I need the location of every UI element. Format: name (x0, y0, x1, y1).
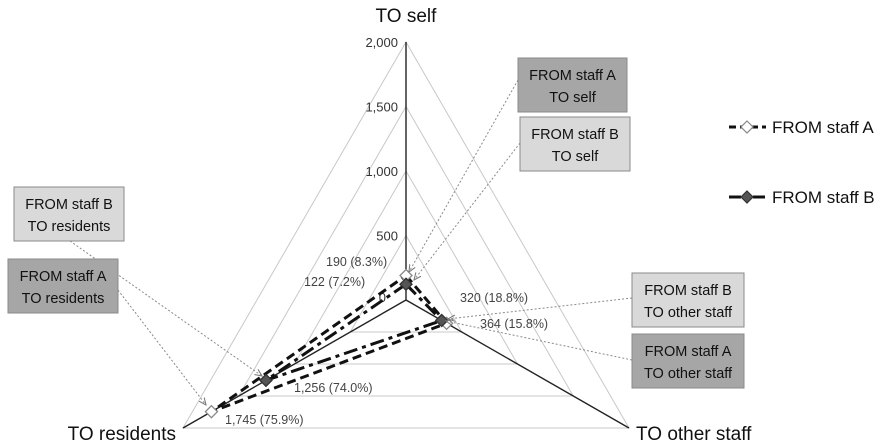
axis-title: TO other staff (636, 424, 752, 443)
series-line (265, 282, 445, 382)
grid-ring-2000 (182, 41, 630, 429)
callout-line-1: FROM staff B (531, 127, 619, 143)
callout-line-2: TO residents (22, 291, 105, 307)
axis-title: TO self (376, 6, 438, 27)
data-label: 190 (8.3%) (326, 255, 387, 269)
series-staff-b (259, 277, 449, 388)
tick-label: 2,000 (365, 35, 398, 50)
callout-box: FROM staff B TO other staff (631, 272, 745, 328)
callout-leader (409, 79, 519, 272)
data-point (204, 404, 219, 419)
legend: FROM staff A FROM staff B (729, 118, 875, 207)
data-label: 320 (18.8%) (460, 291, 528, 305)
callout-background (519, 116, 631, 172)
grid-ring-1500 (237, 105, 575, 397)
callout-line-1: FROM staff B (644, 283, 732, 299)
legend-item: FROM staff A (729, 118, 874, 137)
callout-leader-lines (69, 79, 633, 405)
callout-background (517, 57, 628, 113)
callout-line-2: TO residents (28, 219, 111, 235)
data-point (259, 373, 273, 388)
tick-label: 500 (376, 229, 398, 244)
callout-background (7, 258, 119, 314)
legend-marker (740, 120, 754, 134)
grid-ring-1000 (293, 170, 519, 365)
callout-background (631, 333, 745, 389)
data-label: 122 (7.2%) (304, 275, 365, 289)
axis-title: TO residents (68, 424, 176, 443)
legend-item: FROM staff B (729, 188, 875, 207)
callout-line-1: FROM staff B (25, 197, 113, 213)
callout-box: FROM staff A TO self (517, 57, 628, 113)
callout-line-1: FROM staff A (20, 269, 107, 285)
callout-leader (69, 240, 262, 376)
tick-label: 1,500 (365, 100, 398, 115)
callout-line-2: TO self (549, 90, 596, 106)
radial-tick-labels: 0 500 1,000 1,500 2,000 (365, 35, 398, 305)
callout-leader (414, 142, 521, 280)
legend-label: FROM staff A (772, 118, 874, 137)
callout-leader (117, 289, 206, 405)
data-point (399, 277, 413, 292)
axis-titles: TO self TO other staff TO residents (68, 6, 753, 443)
data-label: 1,745 (75.9%) (225, 413, 304, 427)
legend-label: FROM staff B (772, 188, 875, 207)
callout-box: FROM staff B TO self (519, 116, 631, 172)
callout-background (631, 272, 745, 328)
series-group (204, 268, 454, 419)
callout-line-2: TO other staff (644, 366, 733, 382)
data-point (434, 313, 449, 328)
callout-leader (448, 297, 633, 319)
callout-box: FROM staff B TO residents (13, 186, 125, 242)
tick-label: 1,000 (365, 164, 398, 179)
value-labels: 190 (8.3%) 364 (15.8%) 1,745 (75.9%) 122 (7… (225, 255, 548, 427)
tick-label: 0 (379, 290, 386, 305)
callout-line-2: TO self (552, 149, 599, 165)
callout-background (13, 186, 125, 242)
callout-box: FROM staff A TO other staff (631, 333, 745, 389)
data-label: 1,256 (74.0%) (294, 381, 373, 395)
callout-line-1: FROM staff A (645, 344, 732, 360)
callout-box: FROM staff A TO residents (7, 258, 119, 314)
legend-marker (740, 190, 754, 204)
series-line (210, 273, 450, 414)
callout-line-1: FROM staff A (529, 68, 616, 84)
data-label: 364 (15.8%) (480, 317, 548, 331)
callout-line-2: TO other staff (644, 305, 733, 321)
